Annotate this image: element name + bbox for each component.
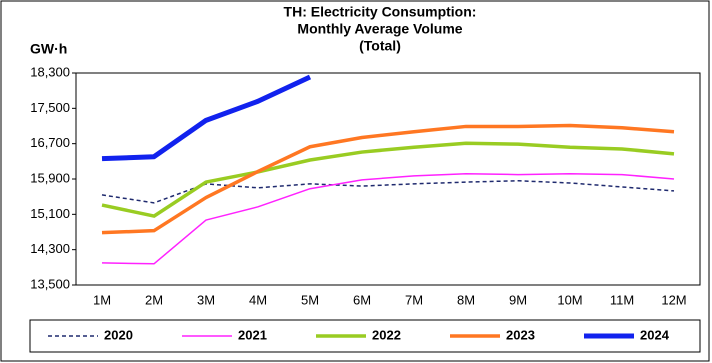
line-series [101, 172, 675, 265]
chart-title: TH: Electricity Consumption: [284, 4, 477, 20]
x-tick-label: 11M [610, 292, 634, 307]
legend-text: 2021 [238, 327, 267, 342]
plot-frame [75, 72, 701, 286]
line-series [101, 180, 675, 204]
y-tick-label: 15,100 [30, 206, 70, 221]
chart-title: Monthly Average Volume [297, 21, 462, 37]
x-tick-label: 8M [457, 292, 475, 307]
line-series [101, 123, 675, 235]
y-tick-label: 16,700 [30, 135, 70, 150]
legend-box [29, 319, 701, 353]
y-axis-label: GW·h [30, 41, 67, 57]
legend-text: 2022 [372, 327, 401, 342]
legend-text: 2024 [640, 327, 670, 342]
x-tick-label: 6M [353, 292, 371, 307]
x-tick-label: 3M [197, 292, 215, 307]
line-series [101, 141, 675, 218]
y-tick-label: 17,500 [30, 100, 70, 115]
x-tick-label: 5M [301, 292, 319, 307]
legend-text: 2020 [104, 327, 133, 342]
legend-text: 2023 [506, 327, 535, 342]
y-tick-label: 14,300 [30, 241, 70, 256]
x-tick-label: 1M [93, 292, 111, 307]
x-tick-label: 4M [249, 292, 267, 307]
chart-title: (Total) [359, 38, 401, 54]
x-tick-label: 10M [557, 292, 582, 307]
y-tick-label: 13,500 [30, 276, 70, 291]
y-tick-label: 18,300 [30, 64, 70, 79]
x-tick-label: 12M [661, 292, 686, 307]
x-tick-label: 7M [405, 292, 423, 307]
line-series [101, 74, 312, 162]
x-tick-label: 9M [509, 292, 527, 307]
y-tick-label: 15,900 [30, 170, 70, 185]
x-tick-label: 2M [145, 292, 163, 307]
